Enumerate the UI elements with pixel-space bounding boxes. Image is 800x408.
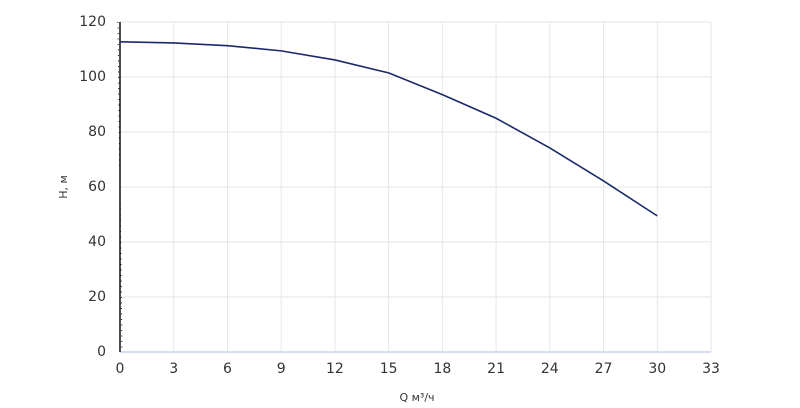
y-tick-label: 60 xyxy=(88,179,106,195)
y-tick-label: 20 xyxy=(88,289,106,305)
y-tick-label: 40 xyxy=(88,234,106,250)
x-tick-label: 33 xyxy=(702,361,720,377)
x-tick-label: 9 xyxy=(277,361,286,377)
line xyxy=(119,41,658,217)
y-tick-label: 120 xyxy=(79,14,106,30)
x-tick-label: 18 xyxy=(433,361,451,377)
y-tick-label: 80 xyxy=(88,124,106,140)
x-tick-label: 12 xyxy=(326,361,344,377)
y-tick-label: 0 xyxy=(97,344,106,360)
y-tick-label: 100 xyxy=(79,69,106,85)
x-tick-label: 30 xyxy=(648,361,666,377)
x-tick-label: 6 xyxy=(223,361,232,377)
x-tick-label: 24 xyxy=(541,361,559,377)
x-tick-label: 3 xyxy=(169,361,178,377)
y-axis-label: H, м xyxy=(57,175,70,199)
x-tick-label: 27 xyxy=(595,361,613,377)
x-tick-label: 0 xyxy=(116,361,125,377)
x-axis-label: Q м³/ч xyxy=(399,391,434,404)
y-axis-minor xyxy=(117,21,123,353)
x-tick-label: 21 xyxy=(487,361,505,377)
x-tick-label: 15 xyxy=(380,361,398,377)
